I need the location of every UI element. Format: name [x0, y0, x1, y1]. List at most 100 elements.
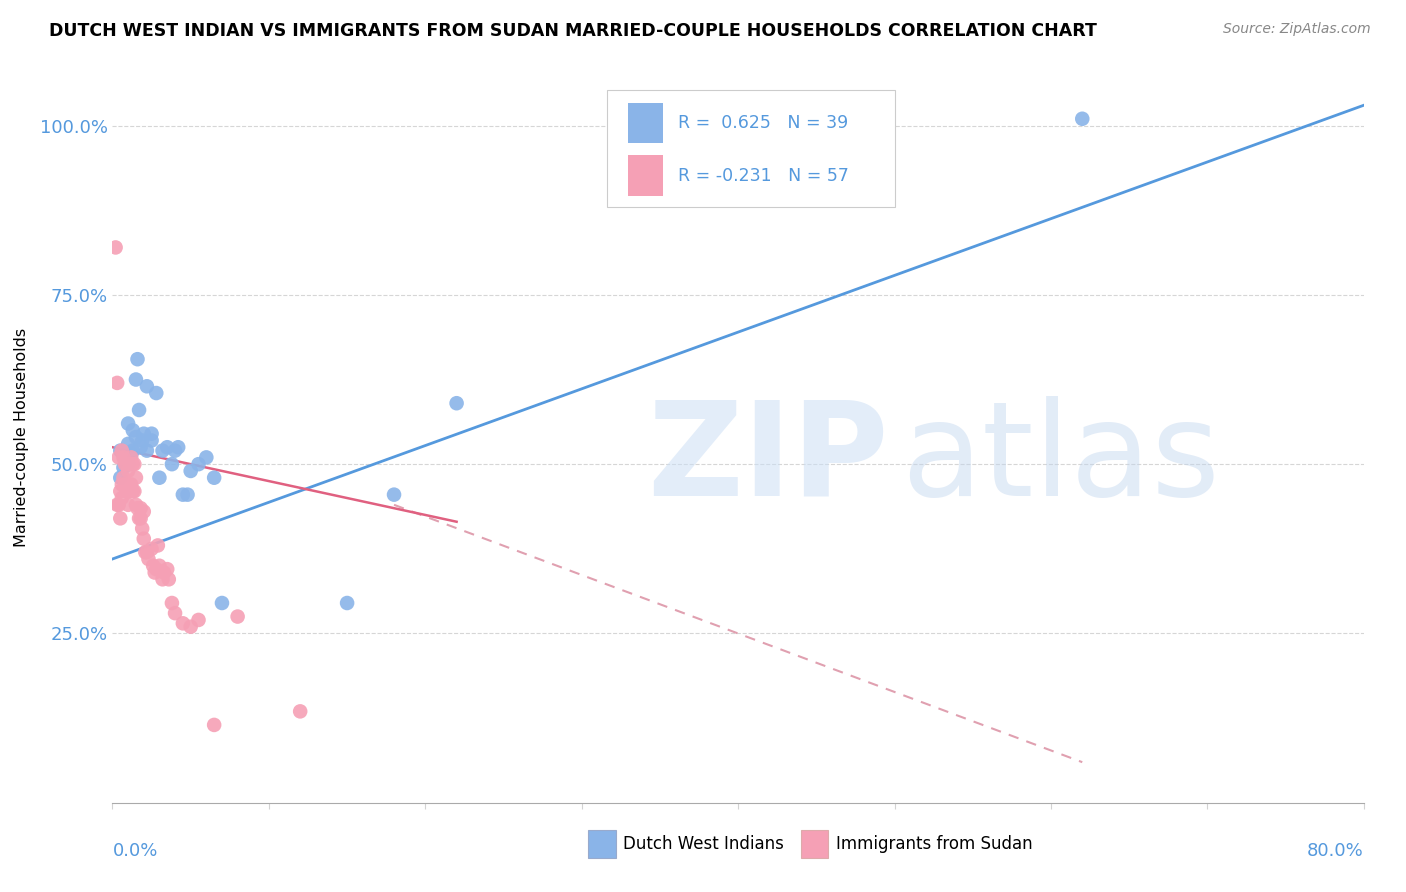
Point: [120, 447, 142, 461]
Point: [187, 613, 209, 627]
Point: [117, 457, 139, 471]
Text: R = -0.231   N = 57: R = -0.231 N = 57: [678, 167, 849, 185]
Point: [180, 464, 202, 478]
Point: [121, 457, 143, 471]
Point: [141, 434, 163, 448]
Point: [176, 488, 198, 502]
Point: [163, 443, 186, 458]
Y-axis label: Married-couple Households: Married-couple Households: [14, 327, 28, 547]
Point: [336, 596, 359, 610]
Text: 80.0%: 80.0%: [1308, 842, 1364, 860]
Point: [121, 423, 143, 437]
Point: [211, 596, 233, 610]
Point: [111, 477, 134, 491]
Point: [128, 403, 150, 417]
Point: [145, 562, 167, 576]
Point: [160, 457, 183, 471]
Point: [115, 484, 138, 499]
Point: [163, 606, 186, 620]
Point: [141, 426, 163, 441]
Point: [148, 558, 170, 573]
Point: [129, 501, 152, 516]
Text: ZIP: ZIP: [647, 395, 889, 523]
Point: [112, 460, 135, 475]
Point: [120, 450, 142, 465]
Point: [132, 426, 155, 441]
Point: [226, 609, 249, 624]
Point: [172, 616, 194, 631]
Point: [115, 457, 138, 471]
Point: [135, 379, 157, 393]
Bar: [628, 155, 664, 195]
Bar: [801, 830, 828, 858]
Point: [127, 501, 149, 516]
Point: [153, 566, 176, 580]
Point: [129, 440, 152, 454]
Point: [124, 484, 146, 499]
Point: [117, 498, 139, 512]
Point: [110, 471, 132, 485]
Point: [195, 450, 218, 465]
Text: DUTCH WEST INDIAN VS IMMIGRANTS FROM SUDAN MARRIED-COUPLE HOUSEHOLDS CORRELATION: DUTCH WEST INDIAN VS IMMIGRANTS FROM SUD…: [49, 22, 1097, 40]
Point: [382, 488, 405, 502]
Point: [290, 705, 312, 719]
Point: [187, 457, 209, 471]
Point: [118, 457, 141, 471]
Point: [157, 572, 180, 586]
FancyBboxPatch shape: [607, 90, 894, 207]
Point: [146, 538, 169, 552]
Point: [142, 558, 165, 573]
Point: [117, 484, 139, 499]
Point: [135, 443, 157, 458]
Point: [125, 498, 148, 512]
Point: [1071, 112, 1094, 126]
Text: R =  0.625   N = 39: R = 0.625 N = 39: [678, 114, 848, 132]
Point: [110, 443, 132, 458]
Bar: [628, 103, 664, 143]
Point: [156, 562, 179, 576]
Point: [134, 545, 156, 559]
Point: [120, 477, 142, 491]
Bar: [588, 830, 616, 858]
Point: [132, 505, 155, 519]
Point: [143, 566, 166, 580]
Point: [117, 437, 139, 451]
Text: Dutch West Indians: Dutch West Indians: [623, 835, 785, 853]
Point: [131, 434, 153, 448]
Point: [105, 376, 128, 390]
Point: [110, 511, 132, 525]
Point: [446, 396, 468, 410]
Text: atlas: atlas: [901, 395, 1220, 523]
Point: [110, 484, 132, 499]
Point: [117, 417, 139, 431]
Point: [107, 450, 129, 465]
Point: [156, 440, 179, 454]
Point: [172, 488, 194, 502]
Point: [131, 521, 153, 535]
Point: [124, 457, 146, 471]
Point: [105, 498, 128, 512]
Point: [114, 457, 136, 471]
Point: [114, 477, 136, 491]
Point: [138, 552, 160, 566]
Point: [107, 498, 129, 512]
Point: [145, 386, 167, 401]
Point: [141, 541, 163, 556]
Point: [121, 443, 143, 458]
Text: Immigrants from Sudan: Immigrants from Sudan: [835, 835, 1032, 853]
Point: [160, 596, 183, 610]
Point: [180, 620, 202, 634]
Point: [121, 484, 143, 499]
Point: [202, 718, 225, 732]
Point: [135, 545, 157, 559]
Point: [104, 240, 127, 254]
Point: [129, 511, 152, 525]
Point: [125, 372, 148, 386]
Point: [117, 464, 139, 478]
Point: [125, 471, 148, 485]
Point: [112, 450, 135, 465]
Point: [114, 454, 136, 468]
Point: [111, 491, 134, 505]
Point: [202, 471, 225, 485]
Text: 0.0%: 0.0%: [112, 842, 157, 860]
